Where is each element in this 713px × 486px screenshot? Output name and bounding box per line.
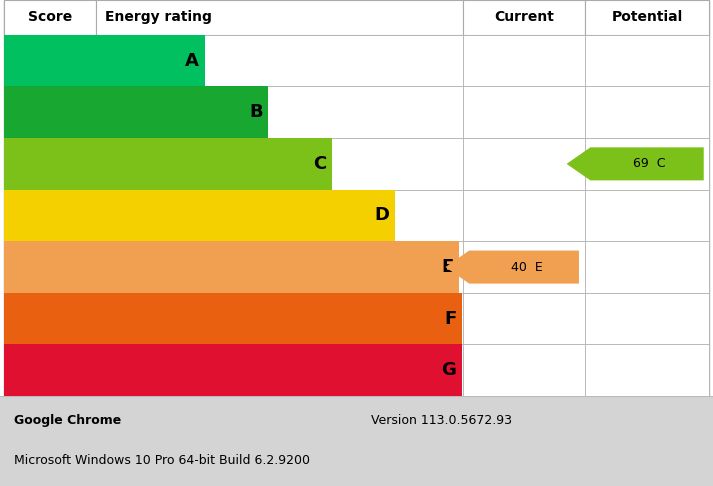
Bar bbox=[585, 190, 709, 241]
Text: 69  C: 69 C bbox=[633, 157, 666, 171]
Bar bbox=[4, 190, 96, 241]
Text: B: B bbox=[249, 103, 262, 122]
Text: Potential: Potential bbox=[612, 10, 682, 24]
Bar bbox=[463, 345, 585, 396]
Bar bbox=[4, 0, 96, 35]
Bar bbox=[585, 241, 709, 293]
Bar bbox=[4, 241, 96, 293]
Text: Score: Score bbox=[28, 10, 72, 24]
Bar bbox=[585, 138, 709, 190]
Bar bbox=[4, 293, 462, 345]
Bar bbox=[585, 0, 709, 35]
Bar bbox=[96, 35, 463, 87]
Text: F: F bbox=[444, 310, 456, 328]
Polygon shape bbox=[446, 251, 579, 284]
Polygon shape bbox=[567, 147, 704, 180]
Bar bbox=[4, 345, 96, 396]
Bar bbox=[585, 87, 709, 138]
Bar bbox=[463, 293, 585, 345]
Bar bbox=[4, 293, 96, 345]
Bar bbox=[96, 241, 463, 293]
Bar bbox=[96, 293, 463, 345]
Text: Google Chrome: Google Chrome bbox=[14, 414, 121, 427]
Text: 92+: 92+ bbox=[37, 54, 63, 67]
Text: Microsoft Windows 10 Pro 64-bit Build 6.2.9200: Microsoft Windows 10 Pro 64-bit Build 6.… bbox=[14, 454, 310, 468]
Text: 39-54: 39-54 bbox=[32, 260, 68, 274]
Bar bbox=[96, 138, 463, 190]
Bar bbox=[4, 138, 332, 190]
Bar bbox=[4, 241, 459, 293]
Bar bbox=[4, 138, 96, 190]
Text: G: G bbox=[441, 361, 456, 379]
Text: Energy rating: Energy rating bbox=[105, 10, 212, 24]
Bar bbox=[4, 190, 395, 241]
Bar bbox=[4, 345, 462, 396]
Bar bbox=[463, 87, 585, 138]
Text: 21-38: 21-38 bbox=[32, 312, 68, 325]
Bar bbox=[585, 345, 709, 396]
Bar bbox=[4, 35, 96, 87]
Bar bbox=[96, 87, 463, 138]
Bar bbox=[463, 138, 585, 190]
Text: A: A bbox=[185, 52, 199, 69]
Bar bbox=[463, 35, 585, 87]
Bar bbox=[96, 345, 463, 396]
Text: Current: Current bbox=[494, 10, 554, 24]
Bar bbox=[96, 190, 463, 241]
Bar bbox=[463, 190, 585, 241]
Bar bbox=[4, 35, 205, 87]
Bar bbox=[4, 87, 96, 138]
Text: C: C bbox=[313, 155, 326, 173]
Text: 40  E: 40 E bbox=[511, 260, 543, 274]
Bar bbox=[463, 0, 585, 35]
Text: 1-20: 1-20 bbox=[36, 364, 64, 377]
Bar bbox=[463, 241, 585, 293]
Text: Version 113.0.5672.93: Version 113.0.5672.93 bbox=[371, 414, 512, 427]
Text: 69-80: 69-80 bbox=[32, 157, 68, 171]
Bar bbox=[96, 0, 463, 35]
Bar bbox=[585, 35, 709, 87]
Bar bbox=[585, 293, 709, 345]
Text: 81-91: 81-91 bbox=[32, 106, 68, 119]
Text: D: D bbox=[374, 207, 389, 225]
Text: E: E bbox=[441, 258, 453, 276]
Text: 55-68: 55-68 bbox=[31, 209, 68, 222]
Bar bbox=[4, 87, 268, 138]
